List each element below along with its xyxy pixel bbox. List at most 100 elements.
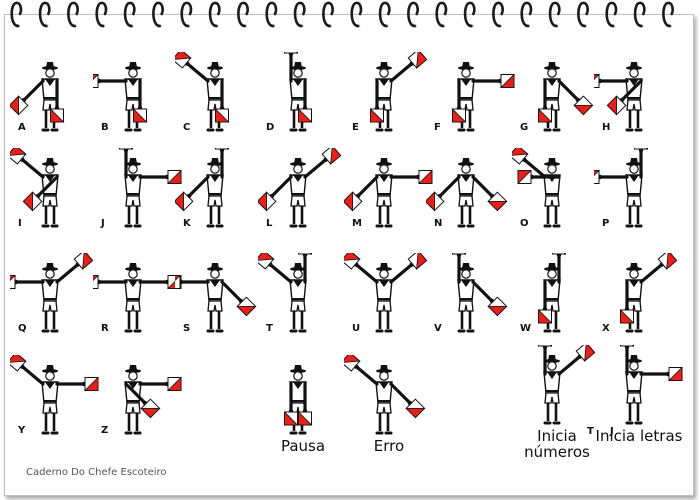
binding-ring <box>548 1 561 28</box>
signal-letter: P <box>602 218 610 229</box>
scout-figure-icon <box>118 135 182 228</box>
semaphore-flag <box>575 341 596 362</box>
signal-letter: M <box>352 218 362 229</box>
scout-figure-icon <box>585 62 643 132</box>
semaphore-signal <box>340 351 434 445</box>
scout-figure-icon <box>340 249 428 333</box>
signal-caption: Erro <box>373 437 405 455</box>
signal-letter: D <box>266 122 275 133</box>
semaphore-flag <box>22 191 43 212</box>
semaphore-flag <box>452 108 467 123</box>
binding-ring <box>67 1 79 28</box>
semaphore-flag <box>73 249 94 270</box>
signal-letter: H <box>602 122 611 133</box>
corner-letter: J <box>610 426 614 437</box>
semaphore-flag <box>297 240 312 255</box>
scout-figure-icon <box>342 158 433 228</box>
semaphore-flag <box>166 275 181 290</box>
signal-letter: B <box>101 122 109 133</box>
binding-ring <box>152 1 164 28</box>
scout-figure-icon <box>171 48 230 132</box>
binding-ring <box>123 1 136 28</box>
semaphore-flag <box>668 366 683 381</box>
corner-letter: T <box>587 426 594 437</box>
semaphore-flag <box>537 332 552 347</box>
scout-figure-icon <box>619 332 683 425</box>
semaphore-flag <box>84 376 99 391</box>
semaphore-signal <box>340 249 434 343</box>
semaphore-flag <box>407 48 428 69</box>
semaphore-flag <box>321 144 342 165</box>
signal-letter: Q <box>18 323 27 334</box>
binding-ring <box>520 1 533 28</box>
semaphore-signal <box>6 144 100 238</box>
binding-ring <box>237 1 249 28</box>
signal-caption: Inicia letras <box>595 427 683 445</box>
binding-ring <box>10 1 23 28</box>
semaphore-flag <box>538 108 553 123</box>
binding-ring <box>463 1 476 28</box>
semaphore-flag <box>84 275 99 290</box>
signal-caption: Pausa <box>280 437 326 455</box>
signal-letter: I <box>18 218 22 229</box>
semaphore-signal <box>512 332 602 435</box>
semaphore-flag <box>1 275 16 290</box>
binding-ring <box>577 1 589 28</box>
scout-figure-icon <box>124 365 182 435</box>
signal-letter: V <box>434 323 442 334</box>
scout-figure-icon <box>173 135 229 228</box>
signal-letter: Z <box>101 425 109 436</box>
scout-figure-icon <box>283 39 313 132</box>
semaphore-signal <box>166 253 265 343</box>
scout-figure-icon <box>284 365 313 435</box>
semaphore-flag <box>254 249 275 270</box>
semaphore-flag <box>215 108 230 123</box>
signal-letter: G <box>520 122 529 133</box>
semaphore-flag <box>585 74 600 89</box>
semaphore-flag <box>298 108 313 123</box>
scout-figure-icon <box>340 351 426 435</box>
binding-ring <box>605 1 618 28</box>
scout-figure-icon <box>166 263 257 333</box>
semaphore-signal <box>426 52 516 142</box>
semaphore-flag <box>585 170 600 185</box>
semaphore-flag <box>606 95 627 116</box>
signal-letter: K <box>183 218 191 229</box>
binding-ring <box>95 1 108 28</box>
semaphore-signal <box>6 351 100 445</box>
signal-letter: J <box>101 218 105 229</box>
signal-letter: Y <box>18 425 26 436</box>
semaphore-signal <box>258 39 348 142</box>
semaphore-flag <box>284 411 299 426</box>
semaphore-flag <box>167 169 182 184</box>
scout-figure-icon <box>538 62 594 132</box>
semaphore-signal <box>93 135 183 238</box>
semaphore-signal <box>424 148 516 238</box>
semaphore-flag <box>340 351 361 372</box>
semaphore-flag <box>487 191 508 212</box>
semaphore-flag <box>573 95 594 116</box>
semaphore-flag <box>283 39 298 54</box>
semaphore-flag <box>538 309 553 324</box>
binding-ring <box>208 1 221 28</box>
semaphore-flag <box>84 74 99 89</box>
semaphore-flag <box>171 48 192 69</box>
binding-ring <box>265 1 278 28</box>
semaphore-flag <box>657 249 678 270</box>
semaphore-flag <box>500 73 515 88</box>
credit-text: Caderno Do Chefe Escoteiro <box>26 467 167 478</box>
signal-letter: A <box>18 122 26 133</box>
binding-ring <box>378 1 391 28</box>
semaphore-flag <box>619 332 634 347</box>
semaphore-signal <box>585 52 684 142</box>
semaphore-signal <box>594 249 684 343</box>
semaphore-flag <box>340 249 361 270</box>
binding-ring <box>435 1 448 28</box>
binding-ring <box>492 1 504 28</box>
signal-letter: E <box>352 122 359 133</box>
signal-letter: F <box>434 122 441 133</box>
semaphore-flag <box>370 108 385 123</box>
binding-ring <box>662 1 674 28</box>
semaphore-signal <box>258 355 348 445</box>
semaphore-signal <box>342 148 434 238</box>
